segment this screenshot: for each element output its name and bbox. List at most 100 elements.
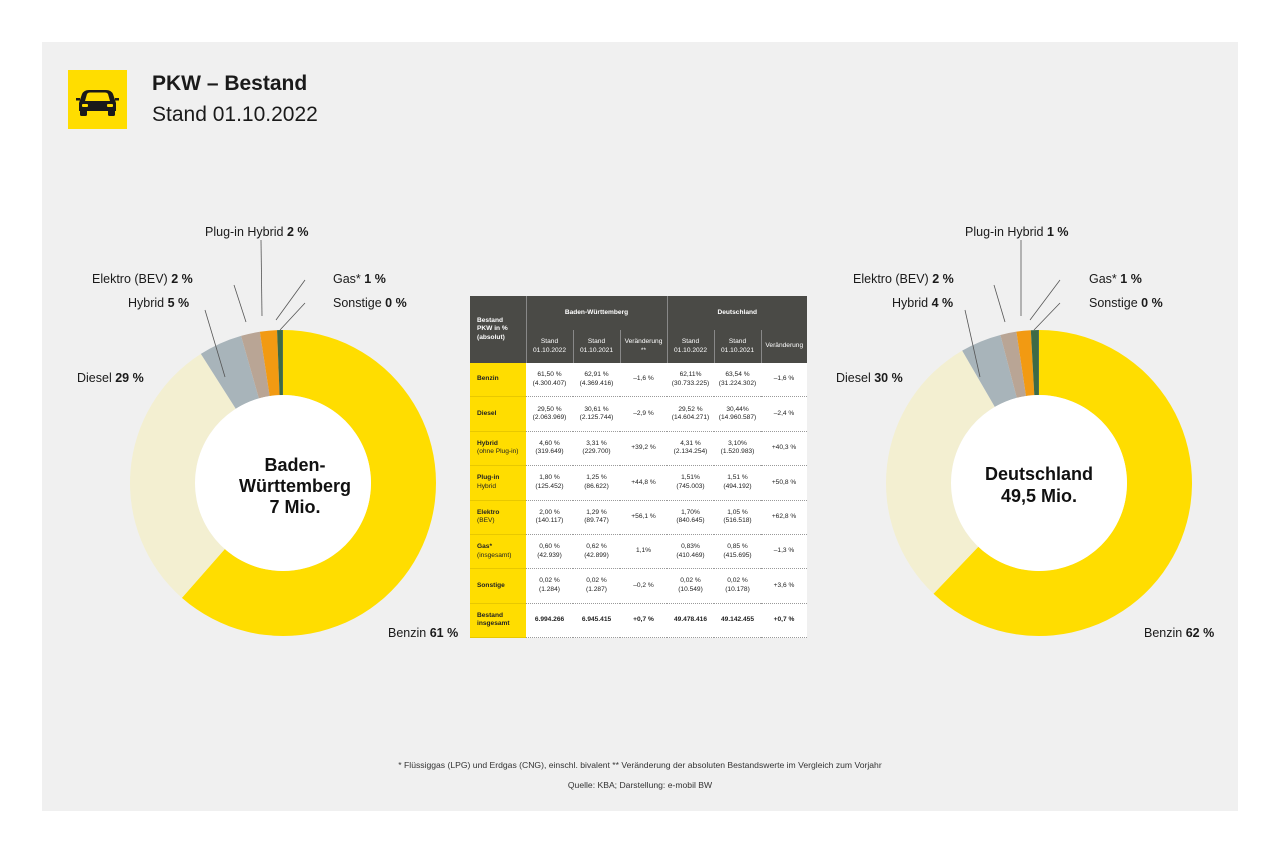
center-label-line2: Württemberg <box>239 476 351 496</box>
leader-line <box>993 284 1006 323</box>
label-diesel: Diesel 30 % <box>836 371 903 385</box>
pie-slice-hybrid <box>962 334 1017 407</box>
column-header: Stand 01.10.2021 <box>572 330 620 363</box>
table-cell: –2,9 % <box>620 396 667 432</box>
table-cell: 1,51% (745.003) <box>667 465 714 501</box>
center-label-line1: Baden- <box>264 455 325 475</box>
row-label: Gas* (insgesamt) <box>470 534 526 570</box>
row-label: Benzin <box>470 363 526 398</box>
stats-table: Bestand PKW in % (absolut) Baden-Württem… <box>470 296 808 639</box>
table-cell: 1,70% (840.645) <box>667 500 714 535</box>
table-cell: –2,4 % <box>761 396 808 432</box>
label-hybrid: Hybrid 4 % <box>892 296 953 310</box>
pie-slice-diesel <box>886 350 995 594</box>
table-cell: +0,7 % <box>761 603 808 639</box>
table-cell: 0,02 % (10.178) <box>714 568 761 604</box>
table-cell: 29,50 % (2.063.969) <box>526 396 573 432</box>
table-cell: 1,1% <box>620 534 667 570</box>
column-header: Stand 01.10.2022 <box>525 330 573 363</box>
label-elektro: Elektro (BEV) 2 % <box>853 272 954 286</box>
pie-slice-gas <box>1030 330 1039 396</box>
table-cell: 0,02 % (1.284) <box>526 568 573 604</box>
table-cell: +40,3 % <box>761 431 808 467</box>
table-cell: –1,3 % <box>761 534 808 570</box>
table-cell: 49.142.455 <box>714 603 761 639</box>
table-cell: –1,6 % <box>620 363 667 398</box>
table-cell: 63,54 % (31.224.302) <box>714 363 761 398</box>
table-cell: 29,52 % (14.604.271) <box>667 396 714 432</box>
pie-slice-hybrid <box>200 335 259 409</box>
label-sonstige: Sonstige 0 % <box>1089 296 1163 310</box>
leader-line <box>279 302 306 331</box>
pie-slice-plug-in-hybrid <box>259 330 280 397</box>
row-label: Bestand insgesamt <box>470 603 526 639</box>
table-cell: 0,83% (410.469) <box>667 534 714 570</box>
label-elektro: Elektro (BEV) 2 % <box>92 272 193 286</box>
leader-line <box>1033 302 1061 331</box>
pie-slice-benzin <box>933 329 1192 636</box>
table-cell: +3,6 % <box>761 568 808 604</box>
table-cell: +62,8 % <box>761 500 808 535</box>
label-plugin-hybrid: Plug-in Hybrid 1 % <box>965 225 1069 239</box>
center-label-line2: 49,5 Mio. <box>1001 486 1077 506</box>
group-header-de: Deutschland <box>666 296 808 330</box>
column-header: Veränderung <box>760 330 808 363</box>
pie-slice-gas <box>277 330 283 396</box>
source-note: Quelle: KBA; Darstellung: e-mobil BW <box>567 780 713 790</box>
table-cell: 1,80 % (125.452) <box>526 465 573 501</box>
table-cell: 62,91 % (4.369.416) <box>573 363 620 398</box>
table-row: Benzin 61,50 % (4.300.407) 62,91 % (4.369.41… <box>470 363 808 398</box>
table-row: Sonstige 0,02 % (1.284) 0,02 % (1.287) –0,2 %… <box>470 568 808 604</box>
table-corner-header: Bestand PKW in % (absolut) <box>470 296 527 363</box>
column-header-row: Stand 01.10.2022 Stand 01.10.2021 Veränderun… <box>470 330 808 363</box>
page-subtitle: Stand 01.10.2022 <box>152 103 318 126</box>
leader-line <box>1029 279 1061 321</box>
group-header-bw: Baden-Württemberg <box>525 296 667 330</box>
table-cell: 49.478.416 <box>667 603 714 639</box>
table-cell: +0,7 % <box>620 603 667 639</box>
row-label: Elektro (BEV) <box>470 500 526 535</box>
table-row: Diesel 29,50 % (2.063.969) 30,61 % (2.125.74… <box>470 396 808 432</box>
table-cell: +44,8 % <box>620 465 667 501</box>
table-cell: 0,85 % (415.695) <box>714 534 761 570</box>
column-header: Stand 01.10.2022 <box>666 330 714 363</box>
table-cell: +39,2 % <box>620 431 667 467</box>
table-cell: +50,8 % <box>761 465 808 501</box>
table-row: Bestand insgesamt 6.994.266 6.945.415 +0,7 %… <box>470 603 808 639</box>
label-hybrid: Hybrid 5 % <box>128 296 189 310</box>
table-cell: 6.945.415 <box>573 603 620 639</box>
table-cell: 0,02 % (10.549) <box>667 568 714 604</box>
table-row: Plug-in Hybrid 1,80 % (125.452) 1,25 % (86.62… <box>470 465 808 501</box>
column-header: Veränderung ** <box>619 330 667 363</box>
table-cell: –1,6 % <box>761 363 808 398</box>
row-label: Diesel <box>470 396 526 432</box>
footnote: * Flüssiggas (LPG) und Erdgas (CNG), ein… <box>398 760 882 770</box>
table-cell: 6.994.266 <box>526 603 573 639</box>
table-cell: 1,51 % (494.192) <box>714 465 761 501</box>
table-cell: 4,31 % (2.134.254) <box>667 431 714 467</box>
table-cell: 0,02 % (1.287) <box>573 568 620 604</box>
table-cell: –0,2 % <box>620 568 667 604</box>
leader-line <box>260 239 263 317</box>
center-label-line3: 7 Mio. <box>269 497 320 517</box>
table-cell: 1,05 % (516.518) <box>714 500 761 535</box>
row-label: Hybrid (ohne Plug-in) <box>470 431 526 467</box>
center-label-line1: Deutschland <box>985 464 1093 484</box>
label-benzin: Benzin 62 % <box>1144 626 1214 640</box>
label-gas: Gas* 1 % <box>1089 272 1142 286</box>
label-diesel: Diesel 29 % <box>77 371 144 385</box>
row-label: Plug-in Hybrid <box>470 465 526 501</box>
table-cell: 30,61 % (2.125.744) <box>573 396 620 432</box>
table-cell: 4,60 % (319.649) <box>526 431 573 467</box>
table-row: Gas* (insgesamt) 0,60 % (42.939) 0,62 % (42.8… <box>470 534 808 570</box>
label-gas: Gas* 1 % <box>333 272 386 286</box>
pie-slice-benzin <box>181 330 436 636</box>
pie-slice-elektro-bev- <box>1000 331 1026 398</box>
table-cell: 61,50 % (4.300.407) <box>526 363 573 398</box>
row-label: Sonstige <box>470 568 526 604</box>
logo-box <box>68 70 127 129</box>
table-cell: 3,31 % (229.700) <box>573 431 620 467</box>
car-icon <box>76 90 119 116</box>
table-cell: 30,44% (14.960.587) <box>714 396 761 432</box>
